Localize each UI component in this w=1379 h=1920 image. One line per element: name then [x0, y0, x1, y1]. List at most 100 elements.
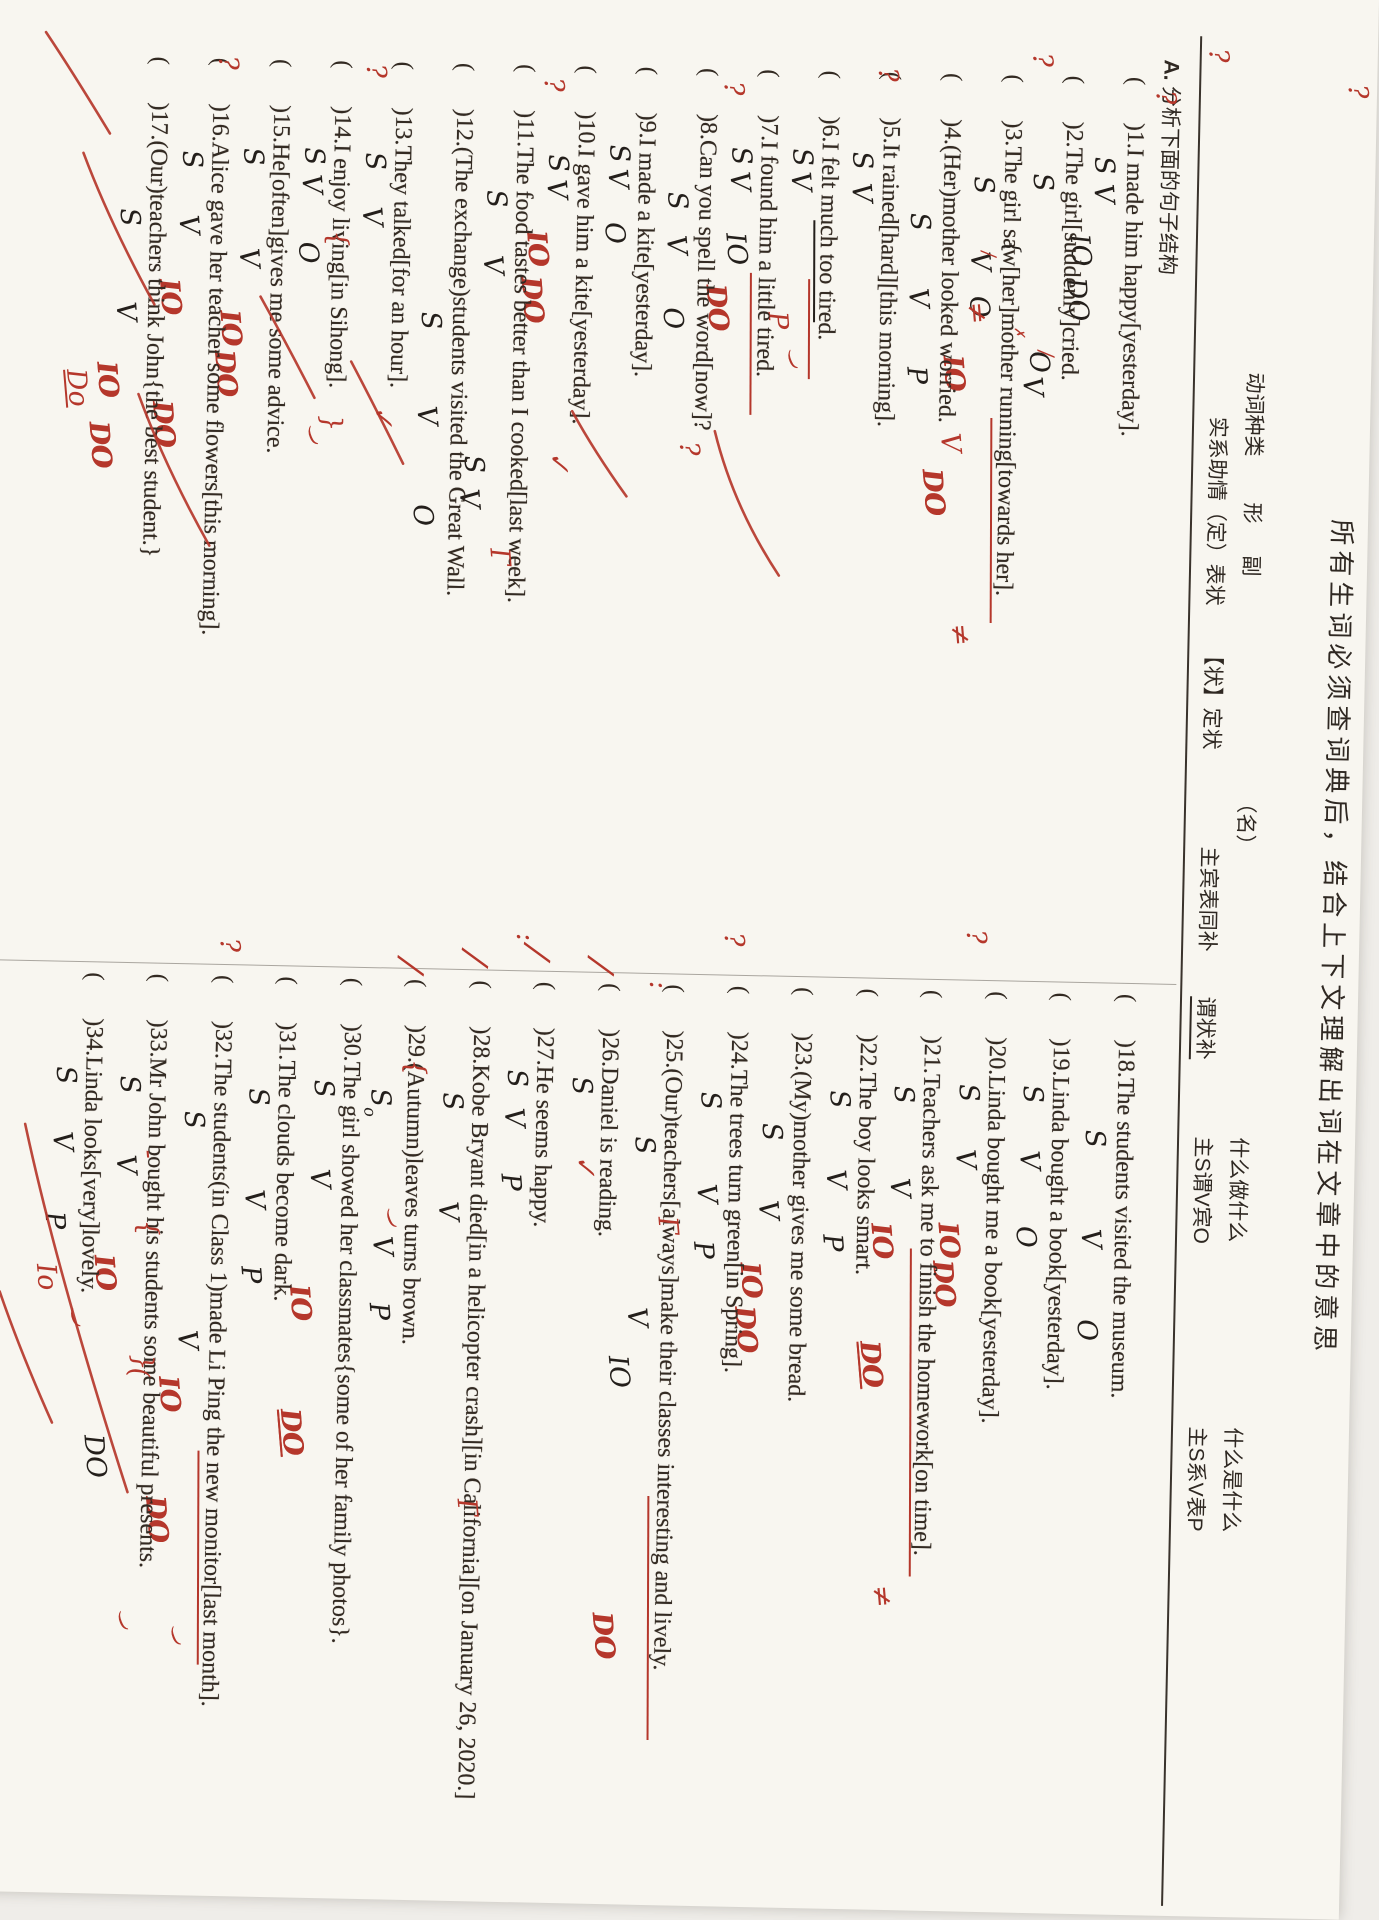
- red-pen-mark: ≠: [866, 1583, 899, 1609]
- pen-mark: V: [172, 213, 205, 236]
- red-pen-mark: ?: [1026, 51, 1059, 69]
- pen-mark: IO: [602, 1354, 636, 1390]
- red-pen-mark: ∕: [516, 943, 559, 962]
- red-pen-mark: DO: [915, 467, 951, 517]
- sentence-text: )27.He seems happy.: [528, 1027, 559, 1228]
- pen-mark: V: [238, 1188, 271, 1211]
- pen-mark: O: [1009, 1224, 1043, 1250]
- red-pen-mark: ✓: [542, 449, 576, 475]
- item-12: ()12.(The exchange)students visited the …: [406, 63, 478, 597]
- red-pen-mark: DO: [273, 1407, 309, 1457]
- pen-mark: V: [1074, 1227, 1107, 1250]
- sentence-text: )23.(My)mother gives me some bread.: [783, 1032, 817, 1403]
- pen-mark: S: [1078, 1128, 1111, 1150]
- item-33: ( )33.Mr John bought his students some be…: [78, 973, 173, 1634]
- answer-blank-paren: (: [695, 67, 723, 77]
- header-token: 动词种类: [1241, 372, 1267, 457]
- pen-mark: S: [694, 1089, 727, 1112]
- item-20: ()20.Linda bought me a book[yesterday]. S…: [926, 991, 1011, 1424]
- pen-mark: V: [232, 247, 266, 270]
- red-pen-mark: Io: [29, 1262, 64, 1292]
- pen-mark: S: [175, 148, 209, 170]
- pen-mark: P: [900, 365, 933, 386]
- red-pen-mark: ?: [1149, 89, 1182, 107]
- red-pen-mark: ?: [211, 54, 244, 72]
- pen-mark: {: [998, 239, 1025, 256]
- pen-mark: V: [784, 170, 817, 193]
- pen-mark: S: [436, 1090, 469, 1112]
- pen-mark: S: [602, 142, 636, 164]
- pen-mark: S: [501, 1067, 534, 1089]
- pen-mark: o: [360, 1106, 381, 1118]
- answer-blank-paren: (: [939, 72, 967, 82]
- answer-blank-paren: (: [210, 974, 238, 984]
- red-pen-mark: ?: [1341, 83, 1374, 101]
- sentence-text: )33.Mr John bought his students some bea…: [134, 1019, 172, 1569]
- sentence-text: )34.Linda looks[very]lovely.: [75, 1018, 108, 1294]
- pen-mark: DO: [77, 1433, 113, 1480]
- pen-mark: V: [901, 287, 935, 310]
- item-22: ()22.The boy looks smart. S V P: [816, 988, 882, 1275]
- header-token: 形: [1240, 502, 1264, 524]
- sentence-text: )25.(Our)teachers[always]make their clas…: [648, 1030, 688, 1671]
- handwritten-underline: [813, 220, 816, 323]
- pen-mark: S: [823, 1088, 856, 1110]
- red-pen-mark: DO: [586, 1610, 621, 1661]
- answer-blank-paren: (: [790, 986, 818, 996]
- sentence-text: )31.The clouds become dark.: [269, 1022, 301, 1302]
- pen-mark: S: [307, 1077, 340, 1099]
- red-pen-mark: Γ: [651, 1215, 685, 1237]
- pen-mark: V: [845, 181, 878, 204]
- pen-mark: P: [363, 1301, 396, 1322]
- answer-blank-paren: (: [919, 989, 947, 999]
- answer-blank-paren: (: [1048, 992, 1076, 1002]
- red-pen-mark: Γ: [450, 1496, 483, 1519]
- sentence-text: )21.Teachers ask me to finish the homewo…: [908, 1035, 946, 1557]
- pen-mark: V: [476, 254, 510, 277]
- item-30: ()30.The girl showed her classmates{some…: [274, 977, 366, 1644]
- pen-mark: S: [358, 150, 392, 172]
- item-16: ()16.Alice gave her teacher some flowers…: [146, 57, 235, 636]
- sentence-text: )16.Alice gave her teacher some flowers[…: [196, 103, 234, 636]
- answer-blank-paren: (: [1000, 74, 1028, 83]
- answer-blank-paren: (: [145, 973, 173, 983]
- pen-mark: S: [1016, 1083, 1050, 1105]
- red-pen-mark: ): [781, 347, 803, 373]
- answer-blank-paren: (: [573, 65, 601, 75]
- answer-blank-paren: (: [390, 61, 418, 71]
- item-13: ()13.They talked[for an hour]. S V ✓: [355, 61, 417, 429]
- item-1: ()1.I made him happy[yesterday]. S V IO DO: [1060, 77, 1149, 437]
- header-token: 实系助情（定）表状: [1202, 416, 1230, 606]
- red-pen-mark: DO: [82, 420, 118, 470]
- red-pen-mark: ≠: [943, 622, 977, 648]
- red-pen-mark: V: [933, 431, 967, 454]
- section-title: 分析下面的句子结构: [1155, 80, 1184, 276]
- item-7: ()7.I found him a little tired. S V IO DO: [700, 69, 783, 415]
- answer-blank-paren: (: [512, 63, 540, 73]
- pen-mark: V: [498, 1106, 531, 1129]
- red-pen-mark: {: [321, 228, 354, 249]
- sentence-text: )28.Kobe Bryant died[in a helicopter cra…: [452, 1026, 495, 1800]
- red-swoosh: [0, 1290, 54, 1424]
- red-pen-mark: ): [64, 1305, 85, 1332]
- pen-mark: V: [110, 1153, 143, 1176]
- answer-blank-paren: (: [451, 62, 479, 72]
- pen-mark: S: [1087, 155, 1121, 177]
- pen-mark: S: [414, 309, 447, 331]
- red-pen-mark: ?: [717, 80, 750, 98]
- red-pen-mark: ?: [1202, 47, 1235, 65]
- pen-mark: S: [628, 1134, 662, 1156]
- header-instruction-line: 所有生词必须查词典后，结合上下文理解出词在文章中的意思: [1309, 519, 1358, 1357]
- pen-mark: P: [38, 1210, 71, 1231]
- pen-mark: O: [598, 220, 631, 246]
- answer-blank-paren: (: [329, 60, 357, 69]
- red-swoosh: [713, 429, 781, 577]
- red-pen-mark: Do: [60, 367, 95, 408]
- red-pen-mark: ∕: [1034, 349, 1059, 358]
- red-pen-mark: IO: [90, 360, 125, 399]
- pen-mark: S: [113, 1073, 147, 1095]
- answer-blank-paren: (: [983, 990, 1012, 1000]
- pen-mark: S: [297, 145, 331, 167]
